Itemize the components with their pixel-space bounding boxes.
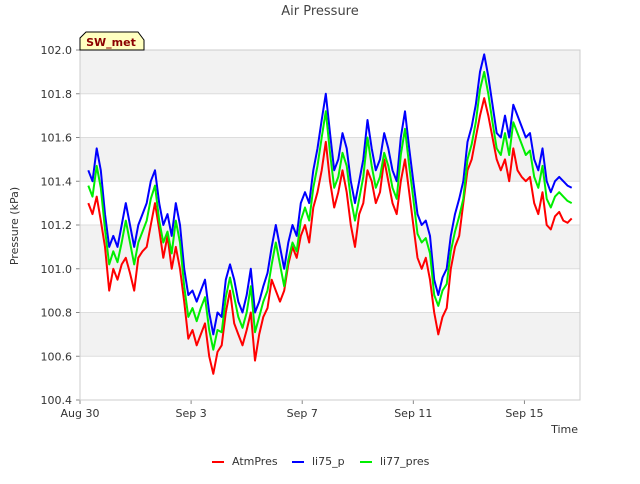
x-tick-label: Sep 11 bbox=[394, 407, 432, 420]
x-tick-label: Aug 30 bbox=[61, 407, 100, 420]
chart-title: Air Pressure bbox=[281, 4, 359, 19]
plot-border bbox=[79, 49, 581, 401]
y-tick-label: 101.4 bbox=[41, 175, 73, 188]
y-tick-label: 101.8 bbox=[41, 88, 73, 101]
y-tick-label: 101.0 bbox=[41, 263, 73, 276]
y-tick-label: 100.4 bbox=[41, 394, 73, 407]
series-lines bbox=[87, 53, 573, 375]
plot-band bbox=[80, 50, 580, 94]
y-tick-label: 100.6 bbox=[41, 350, 73, 363]
plot-band bbox=[80, 225, 580, 269]
series-line-li77_pres bbox=[87, 70, 573, 351]
legend-label-AtmPres: AtmPres bbox=[232, 455, 278, 468]
x-axis-label: Time bbox=[550, 423, 578, 436]
series-line-li75_p bbox=[87, 53, 573, 336]
y-axis-label: Pressure (kPa) bbox=[8, 187, 21, 265]
y-tick-label: 102.0 bbox=[41, 44, 73, 57]
badge-background bbox=[79, 31, 145, 51]
x-tick-label: Sep 7 bbox=[287, 407, 318, 420]
x-tick-label: Sep 3 bbox=[175, 407, 206, 420]
badge-label: SW_met bbox=[86, 36, 136, 49]
plot-band bbox=[80, 312, 580, 357]
legend-label-li77_pres: li77_pres bbox=[380, 455, 430, 468]
y-tick-label: 101.6 bbox=[41, 132, 73, 145]
series-line-AtmPres bbox=[87, 97, 573, 375]
axes: 100.4 100.6 100.8 101.0 101.2 101.4 101.6 101.8… bbox=[41, 44, 581, 420]
sw-met-badge: SW_met bbox=[79, 31, 145, 51]
legend: AtmPres li75_p li77_pres bbox=[212, 455, 430, 468]
legend-label-li75_p: li75_p bbox=[312, 455, 345, 468]
x-tick-label: Sep 15 bbox=[505, 407, 543, 420]
y-tick-label: 100.8 bbox=[41, 307, 73, 320]
y-tick-label: 101.2 bbox=[41, 219, 73, 232]
